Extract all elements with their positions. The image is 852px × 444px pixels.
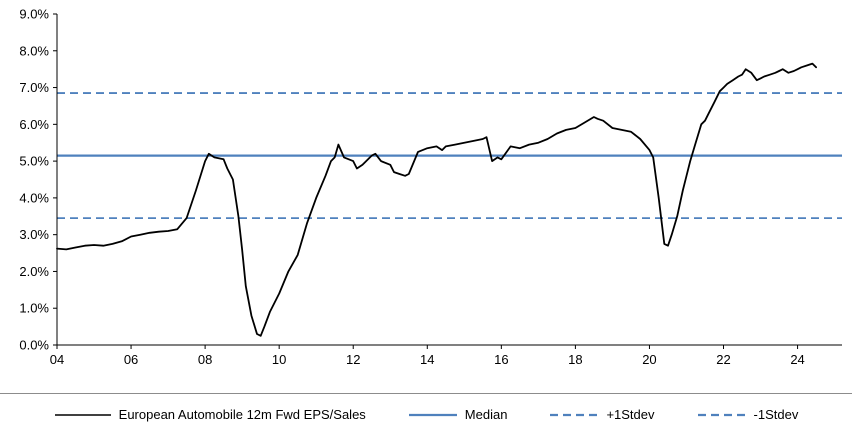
x-tick-label: 10: [272, 352, 286, 367]
legend-label-series: European Automobile 12m Fwd EPS/Sales: [118, 407, 366, 422]
legend-label-minus-1stdev: -1Stdev: [753, 407, 799, 422]
x-tick-label: 16: [494, 352, 508, 367]
x-tick-label: 24: [790, 352, 804, 367]
legend-label-median: Median: [464, 407, 508, 422]
legend-item-median: Median: [408, 407, 508, 422]
legend-item-plus-1stdev: +1Stdev: [549, 407, 655, 422]
chart-svg: 0.0% 1.0% 2.0% 3.0% 4.0% 5.0% 6.0% 7.0% 8.0% 9.0%…: [19, 7, 842, 367]
plus-1stdev-line-sample: [550, 413, 599, 416]
x-tick-label: 06: [124, 352, 138, 367]
x-tick-label: 04: [50, 352, 64, 367]
x-tick-label: 08: [198, 352, 212, 367]
series-line-sample: [54, 413, 111, 416]
x-tick-label: 12: [346, 352, 360, 367]
y-tick-label: 8.0%: [19, 43, 49, 58]
series-line: [56, 62, 817, 337]
y-tick-label: 3.0%: [19, 227, 49, 242]
y-tick-label: 9.0%: [19, 7, 49, 22]
y-tick-label: 2.0%: [19, 264, 49, 279]
y-tick-label: 4.0%: [19, 190, 49, 205]
y-tick-label: 7.0%: [19, 80, 49, 95]
y-tick-label: 6.0%: [19, 117, 49, 132]
legend-label-plus-1stdev: +1Stdev: [606, 407, 655, 422]
minus-1stdev-line-sample: [697, 413, 746, 416]
legend-item-series: European Automobile 12m Fwd EPS/Sales: [54, 407, 366, 422]
x-tick-label: 18: [568, 352, 582, 367]
y-tick-label: 1.0%: [19, 301, 49, 316]
median-line-sample: [408, 413, 457, 416]
y-tick-label: 0.0%: [19, 338, 49, 353]
x-tick-label: 22: [716, 352, 730, 367]
y-tick-label: 5.0%: [19, 154, 49, 169]
legend-area: European Automobile 12m Fwd EPS/Sales Me…: [0, 393, 852, 422]
legend-item-minus-1stdev: -1Stdev: [697, 407, 799, 422]
x-tick-label: 14: [420, 352, 434, 367]
legend: European Automobile 12m Fwd EPS/Sales Me…: [0, 407, 852, 422]
x-tick-label: 20: [642, 352, 656, 367]
